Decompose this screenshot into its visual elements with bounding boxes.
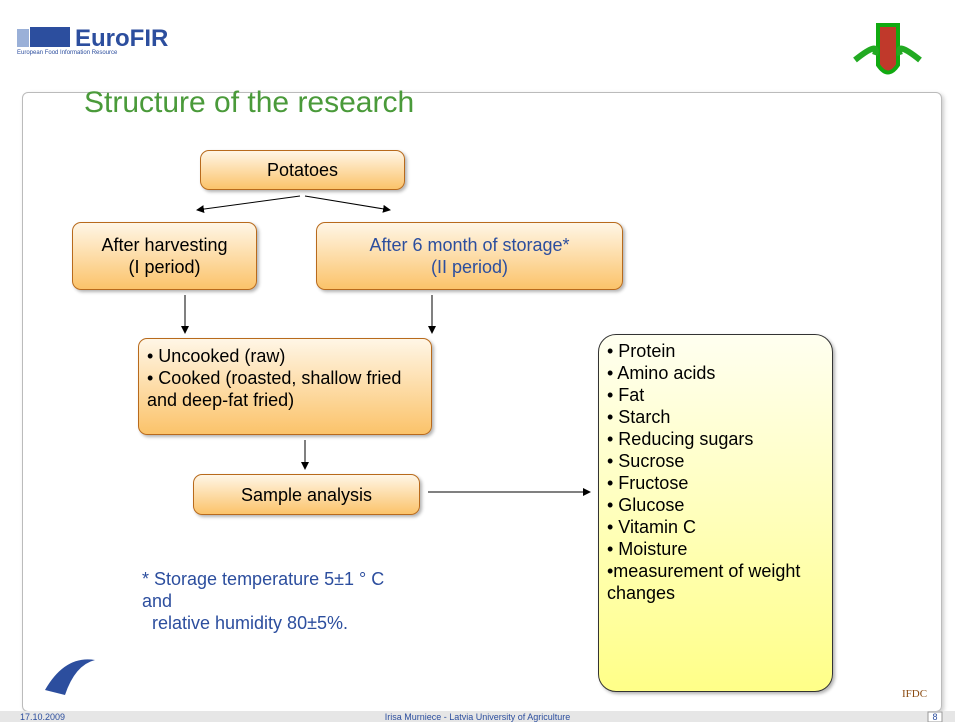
node: Potatoes <box>200 150 405 190</box>
fp6-logo <box>45 659 95 695</box>
analysis-item: • Reducing sugars <box>607 429 754 449</box>
analysis-item: • Sucrose <box>607 451 685 471</box>
footer-date: 17.10.2009 <box>20 712 66 722</box>
node-label: (I period) <box>128 257 201 277</box>
node-label: Potatoes <box>266 160 339 180</box>
arrows <box>181 195 591 496</box>
analysis-item: • Fat <box>607 385 645 405</box>
footnote-line: relative humidity 80±5%. <box>142 613 348 633</box>
node-label: After 6 month of storage* <box>369 235 570 255</box>
footer-page: 8 <box>932 712 938 722</box>
logo: EuroFIR <box>75 25 169 52</box>
analysis-item: •measurement of weight changes <box>607 561 801 603</box>
analysis-item: • Amino acids <box>607 363 716 383</box>
logo-subtitle: European Food Information Resource <box>17 50 118 56</box>
node: After harvesting (I period) <box>72 222 257 290</box>
footnote-line: * Storage temperature 5±1 ° C <box>142 569 385 589</box>
node: • Uncooked (raw) • Cooked (roasted, shall… <box>138 338 432 435</box>
node-label: After harvesting <box>101 235 228 255</box>
node-label: • Uncooked (raw) <box>147 346 286 366</box>
ifdc-logo: IFDC <box>902 688 928 700</box>
node-label: • Cooked (roasted, shallow fried and dee… <box>147 368 402 410</box>
analysis-item: • Fructose <box>607 473 689 493</box>
analysis-item: • Protein <box>607 341 676 361</box>
node-label: (II period) <box>430 257 509 277</box>
slide-title: Structure of the research <box>84 86 415 119</box>
footer-author: Irisa Murniece - Latvia University of Ag… <box>384 712 571 722</box>
analysis-item: • Moisture <box>607 539 688 559</box>
analysis-item: • Vitamin C <box>607 517 696 537</box>
analysis-item: • Glucose <box>607 495 685 515</box>
analysis-item: • Starch <box>607 407 671 427</box>
node-label: Sample analysis <box>240 484 373 505</box>
coat-of-arms <box>853 23 922 75</box>
analysis-list: • Protein • Amino acids • Fat • Starch • Red… <box>598 334 833 692</box>
node: After 6 month of storage* (II period) <box>316 222 623 290</box>
footnote-line: and <box>142 591 173 611</box>
node: Sample analysis <box>193 474 420 515</box>
